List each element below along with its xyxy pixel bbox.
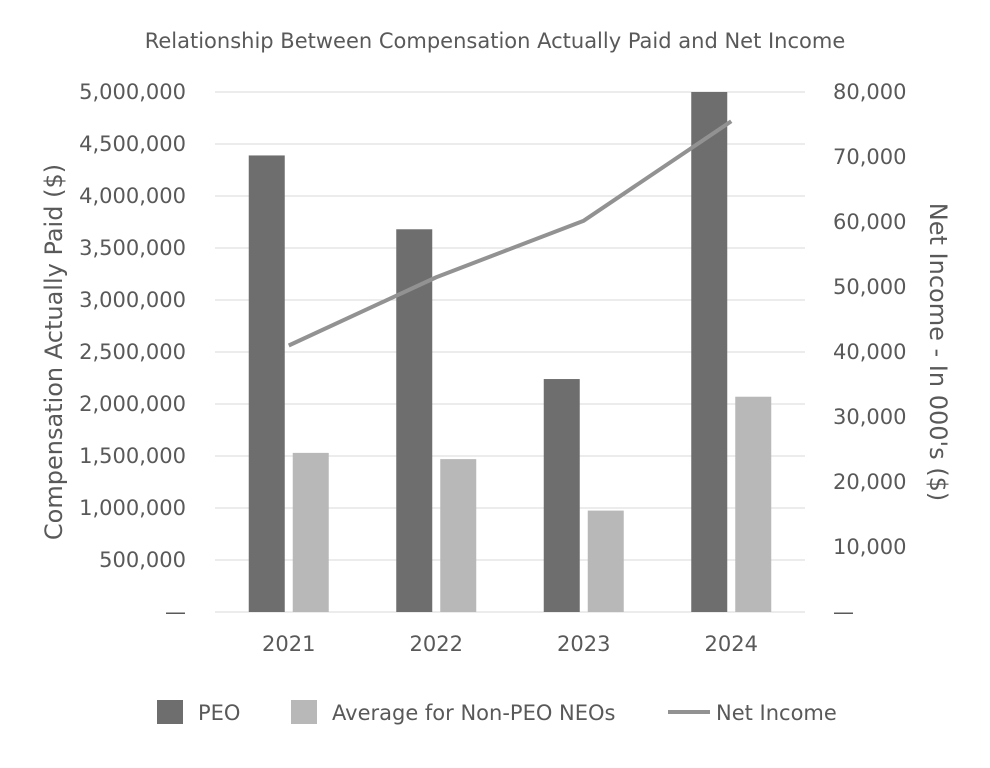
y-tick-label: 3,500,000 <box>79 236 186 260</box>
net-income-line-layer <box>287 119 733 348</box>
y-tick-label: 2,500,000 <box>79 340 186 364</box>
bar-peo-2023 <box>543 379 580 612</box>
bar-peo-2024 <box>691 92 728 612</box>
y-tick-label: 5,000,000 <box>79 80 186 104</box>
legend-label-net-income: Net Income <box>716 701 837 725</box>
bar-average-for-non-peo-neos-2023 <box>587 510 624 612</box>
y2-tick-label: — <box>833 600 854 624</box>
y-axis-right-ticks: — 10,000 20,000 30,000 40,000 50,000 60,000 70,… <box>833 80 906 624</box>
net-income-line <box>287 119 733 348</box>
y2-tick-label: 20,000 <box>833 470 906 494</box>
x-tick-label: 2023 <box>557 632 610 656</box>
legend-swatch-peo <box>157 700 183 724</box>
bars <box>248 92 772 612</box>
y-axis-left-title: Compensation Actually Paid ($) <box>40 164 68 540</box>
legend-swatch-average-for-non-peo-neos <box>291 700 317 724</box>
y2-tick-label: 10,000 <box>833 535 906 559</box>
y-tick-label: 1,500,000 <box>79 444 186 468</box>
bar-average-for-non-peo-neos-2024 <box>735 396 772 612</box>
y2-tick-label: 40,000 <box>833 340 906 364</box>
bar-average-for-non-peo-neos-2021 <box>292 452 329 612</box>
y-tick-label: 3,000,000 <box>79 288 186 312</box>
legend-label-peo: PEO <box>198 701 240 725</box>
chart-title: Relationship Between Compensation Actual… <box>145 29 846 53</box>
bar-peo-2021 <box>248 155 285 612</box>
y-axis-left-ticks: — 500,000 1,000,000 1,500,000 2,000,000 2,500… <box>79 80 186 624</box>
y2-tick-label: 50,000 <box>833 275 906 299</box>
x-tick-label: 2022 <box>410 632 463 656</box>
y-tick-label: 2,000,000 <box>79 392 186 416</box>
y2-tick-label: 70,000 <box>833 145 906 169</box>
y2-tick-label: 60,000 <box>833 210 906 234</box>
y-tick-label: — <box>165 600 186 624</box>
legend-label-average-for-non-peo-neos: Average for Non-PEO NEOs <box>332 701 616 725</box>
legend: PEO Average for Non-PEO NEOs Net Income <box>157 700 837 725</box>
y-axis-right-title: Net Income - In 000's ($) <box>924 203 952 501</box>
y-tick-label: 4,500,000 <box>79 132 186 156</box>
x-tick-label: 2021 <box>262 632 315 656</box>
x-tick-label: 2024 <box>705 632 758 656</box>
y-tick-label: 500,000 <box>99 548 186 572</box>
x-axis-ticks: 2021 2022 2023 2024 <box>262 632 758 656</box>
y2-tick-label: 80,000 <box>833 80 906 104</box>
bar-average-for-non-peo-neos-2022 <box>440 459 477 612</box>
y-tick-label: 1,000,000 <box>79 496 186 520</box>
y2-tick-label: 30,000 <box>833 405 906 429</box>
y-tick-label: 4,000,000 <box>79 184 186 208</box>
